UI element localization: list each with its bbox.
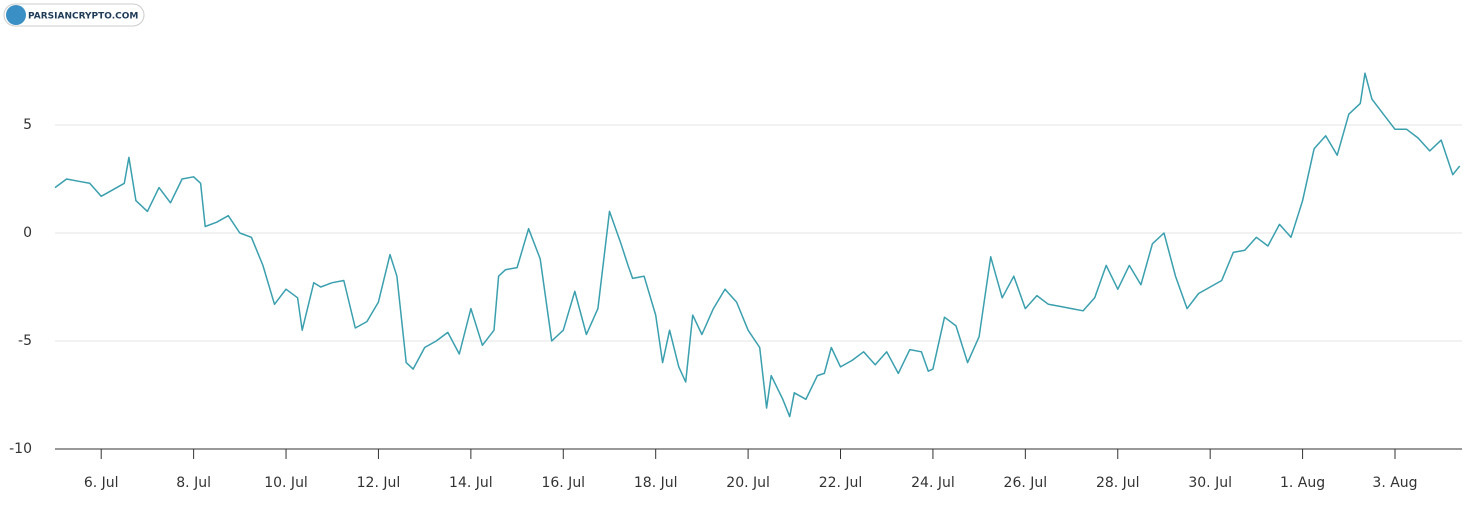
x-tick-label: 6. Jul	[84, 475, 119, 491]
logo-badge	[3, 3, 145, 27]
data-line	[54, 72, 1461, 418]
x-tick-label: 3. Aug	[1372, 475, 1417, 491]
y-tick-label: -10	[9, 441, 32, 457]
x-tick-label: 10. Jul	[264, 475, 308, 491]
y-tick-label: 5	[23, 117, 32, 133]
x-tick-label: 22. Jul	[819, 475, 863, 491]
x-tick-label: 28. Jul	[1096, 475, 1140, 491]
x-tick-label: 26. Jul	[1004, 475, 1048, 491]
x-tick-label: 18. Jul	[634, 475, 678, 491]
x-tick-label: 20. Jul	[726, 475, 770, 491]
logo-icon	[6, 5, 26, 25]
x-tick-label: 12. Jul	[357, 475, 401, 491]
x-tick-label: 8. Jul	[176, 475, 211, 491]
x-tick-label: 30. Jul	[1188, 475, 1232, 491]
y-tick-label: 0	[23, 225, 32, 241]
y-tick-label: -5	[18, 333, 32, 349]
x-tick-label: 24. Jul	[911, 475, 955, 491]
logo: PARSIANCRYPTO.COM	[3, 3, 145, 27]
x-tick-label: 1. Aug	[1280, 475, 1325, 491]
watermark: PARSIANCRYPTO.COM	[28, 12, 138, 22]
x-tick-label: 14. Jul	[449, 475, 493, 491]
x-tick-label: 16. Jul	[541, 475, 585, 491]
